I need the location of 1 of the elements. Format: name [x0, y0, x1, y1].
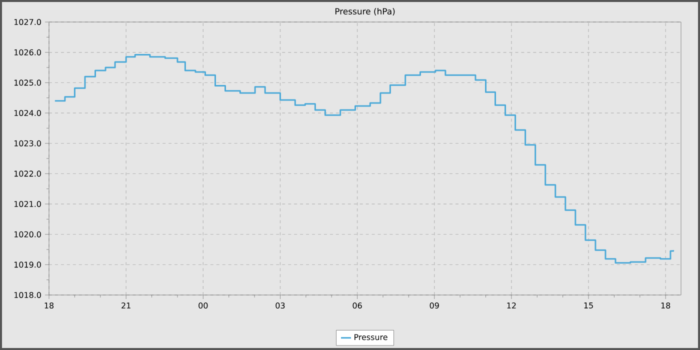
chart-title: Pressure (hPa) [335, 8, 395, 16]
